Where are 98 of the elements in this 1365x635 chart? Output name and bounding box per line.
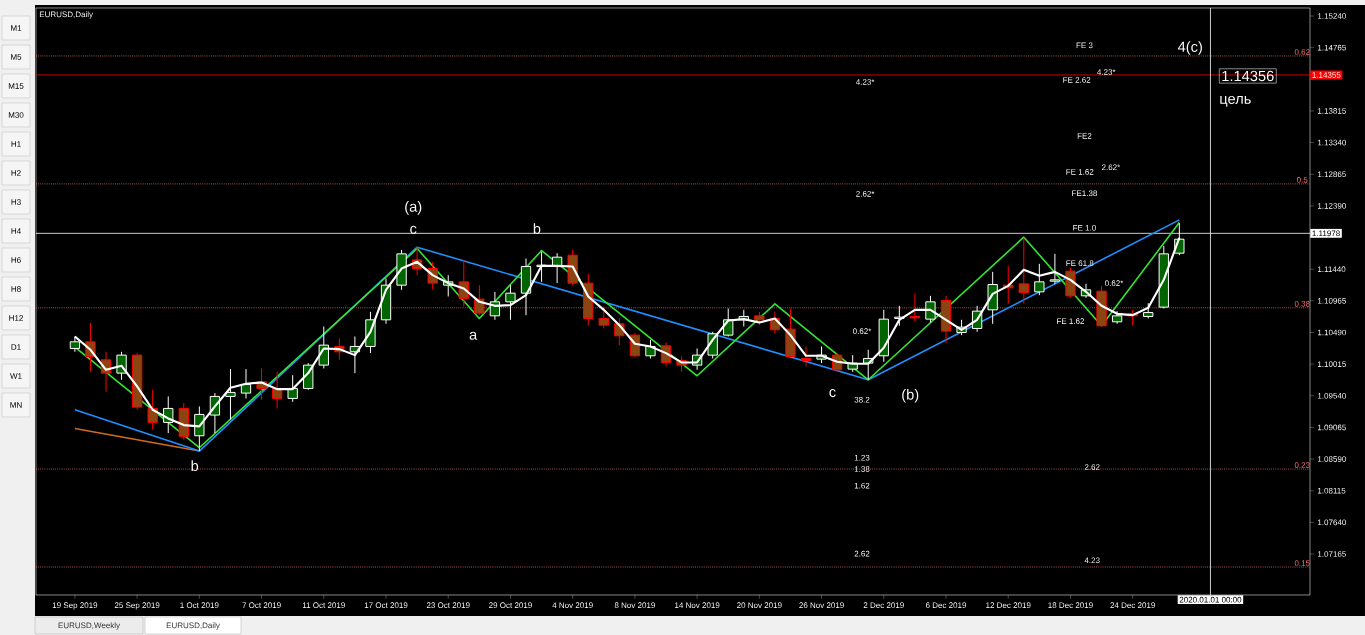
y-tick-label: 1.14765 xyxy=(1317,44,1346,51)
annotation: 1.14356 xyxy=(1222,70,1274,82)
annotation: c xyxy=(410,225,417,234)
x-tick-label: 2 Dec 2019 xyxy=(863,602,904,609)
x-tick-label: 12 Dec 2019 xyxy=(986,602,1031,609)
ref-line-label: 1.14355 xyxy=(1312,72,1341,78)
text: M1 xyxy=(11,25,22,31)
x-tick-label: 8 Nov 2019 xyxy=(614,602,655,609)
y-tick-label: 1.09065 xyxy=(1317,424,1346,431)
y-tick-label: 1.11440 xyxy=(1317,266,1346,273)
x-tick-label: 2020.01.01 00:00 xyxy=(1179,596,1242,603)
y-tick-label: 1.09540 xyxy=(1317,392,1346,399)
candlestick xyxy=(800,345,812,367)
x-tick-label: 26 Nov 2019 xyxy=(799,602,844,609)
annotation: FE 1.62 xyxy=(1066,169,1094,175)
x-tick-label: 25 Sep 2019 xyxy=(114,602,160,610)
y-tick-label: 1.10490 xyxy=(1317,329,1346,336)
annotation: 4(c) xyxy=(1177,41,1202,55)
annotation: 0.62 xyxy=(1294,49,1310,55)
x-tick-label: 7 Oct 2019 xyxy=(242,602,281,609)
y-tick-label: 1.07640 xyxy=(1317,519,1346,526)
annotation: 4.23 xyxy=(1084,557,1100,564)
y-tick-label: 1.10965 xyxy=(1317,298,1346,304)
x-tick-label: 1 Oct 2019 xyxy=(180,602,219,609)
y-tick-label: 1.12865 xyxy=(1317,171,1346,178)
annotation: 0.38 xyxy=(1294,301,1310,307)
text: W1 xyxy=(10,373,22,379)
x-tick-label: 6 Dec 2019 xyxy=(925,602,967,609)
x-tick-label: 14 Nov 2019 xyxy=(675,602,720,609)
y-tick-label: 1.08590 xyxy=(1317,456,1346,462)
text: H1 xyxy=(11,141,21,147)
annotation: 2.62* xyxy=(1101,164,1121,171)
text: D1 xyxy=(11,344,21,350)
text: M30 xyxy=(8,112,24,118)
annotation: 4.23* xyxy=(1097,69,1116,75)
annotation: FE 3 xyxy=(1076,42,1093,49)
x-tick-label: 23 Oct 2019 xyxy=(426,602,470,609)
candlestick xyxy=(505,284,516,321)
y-tick-label: 1.15240 xyxy=(1317,13,1346,19)
annotation: 2.62* xyxy=(856,191,875,197)
annotation: 2.62 xyxy=(1084,464,1100,470)
annotation: a xyxy=(469,331,478,340)
text: H2 xyxy=(11,170,21,176)
annotation: 1.23 xyxy=(854,454,870,461)
text: H8 xyxy=(11,286,21,292)
y-tick-label: 1.07165 xyxy=(1317,551,1346,557)
x-tick-label: 24 Dec 2019 xyxy=(1110,602,1155,609)
candlestick xyxy=(1018,237,1029,305)
text: H4 xyxy=(11,228,21,234)
text: H6 xyxy=(11,257,21,263)
text: H3 xyxy=(11,199,21,205)
chart-title: EURUSD,Daily xyxy=(39,11,94,19)
annotation: 1.62 xyxy=(854,482,870,489)
annotation: FE 61.8 xyxy=(1066,260,1094,267)
annotation: (b) xyxy=(902,388,919,403)
annotation: FE1.38 xyxy=(1072,190,1097,197)
annotation: 0.23 xyxy=(1294,462,1310,468)
x-tick-label: 4 Nov 2019 xyxy=(552,602,593,609)
x-tick-label: 19 Sep 2019 xyxy=(52,602,98,610)
x-tick-label: 20 Nov 2019 xyxy=(737,602,782,609)
x-tick-label: 17 Oct 2019 xyxy=(364,602,408,609)
text: H12 xyxy=(9,315,23,321)
annotation: цель xyxy=(1220,95,1251,107)
annotation: 0.62* xyxy=(1104,280,1124,287)
y-tick-label: 1.13815 xyxy=(1317,108,1346,114)
text: M5 xyxy=(11,54,22,60)
y-tick-label: 1.10015 xyxy=(1317,361,1346,367)
candlestick xyxy=(1034,263,1045,296)
annotation: b xyxy=(533,223,541,234)
annotation: FE 1.62 xyxy=(1057,318,1085,324)
annotation: 0.62* xyxy=(852,328,872,334)
annotation: 1.38 xyxy=(854,466,870,472)
annotation: 4.23* xyxy=(855,79,875,85)
y-tick-label: 1.12390 xyxy=(1317,203,1346,209)
text: EURUSD,Daily xyxy=(166,622,220,630)
annotation: c xyxy=(829,389,836,398)
annotation: FE2 xyxy=(1077,133,1092,139)
candlestick xyxy=(225,368,236,421)
candlestick xyxy=(147,389,158,431)
annotation: FE 2.62 xyxy=(1063,77,1091,83)
x-tick-label: 18 Dec 2019 xyxy=(1048,602,1093,609)
text: MN xyxy=(10,402,22,408)
x-tick-label: 29 Oct 2019 xyxy=(489,602,532,609)
annotation: 2.62 xyxy=(854,550,870,557)
ref-line-label: 1.11978 xyxy=(1312,230,1340,237)
annotation: 38.2 xyxy=(854,396,870,403)
annotation: 0.15 xyxy=(1294,560,1310,566)
candlestick xyxy=(598,305,609,329)
x-tick-label: 11 Oct 2019 xyxy=(302,602,345,609)
annotation: b xyxy=(191,460,199,472)
y-tick-label: 1.13340 xyxy=(1317,139,1346,146)
annotation: 0.5 xyxy=(1296,177,1308,183)
y-tick-label: 1.08115 xyxy=(1317,487,1346,494)
annotation: FE 1.0 xyxy=(1073,225,1096,231)
text: EURUSD,Weekly xyxy=(58,622,121,630)
text: M15 xyxy=(8,83,24,89)
annotation: (a) xyxy=(405,201,422,215)
candlestick xyxy=(1049,253,1061,285)
